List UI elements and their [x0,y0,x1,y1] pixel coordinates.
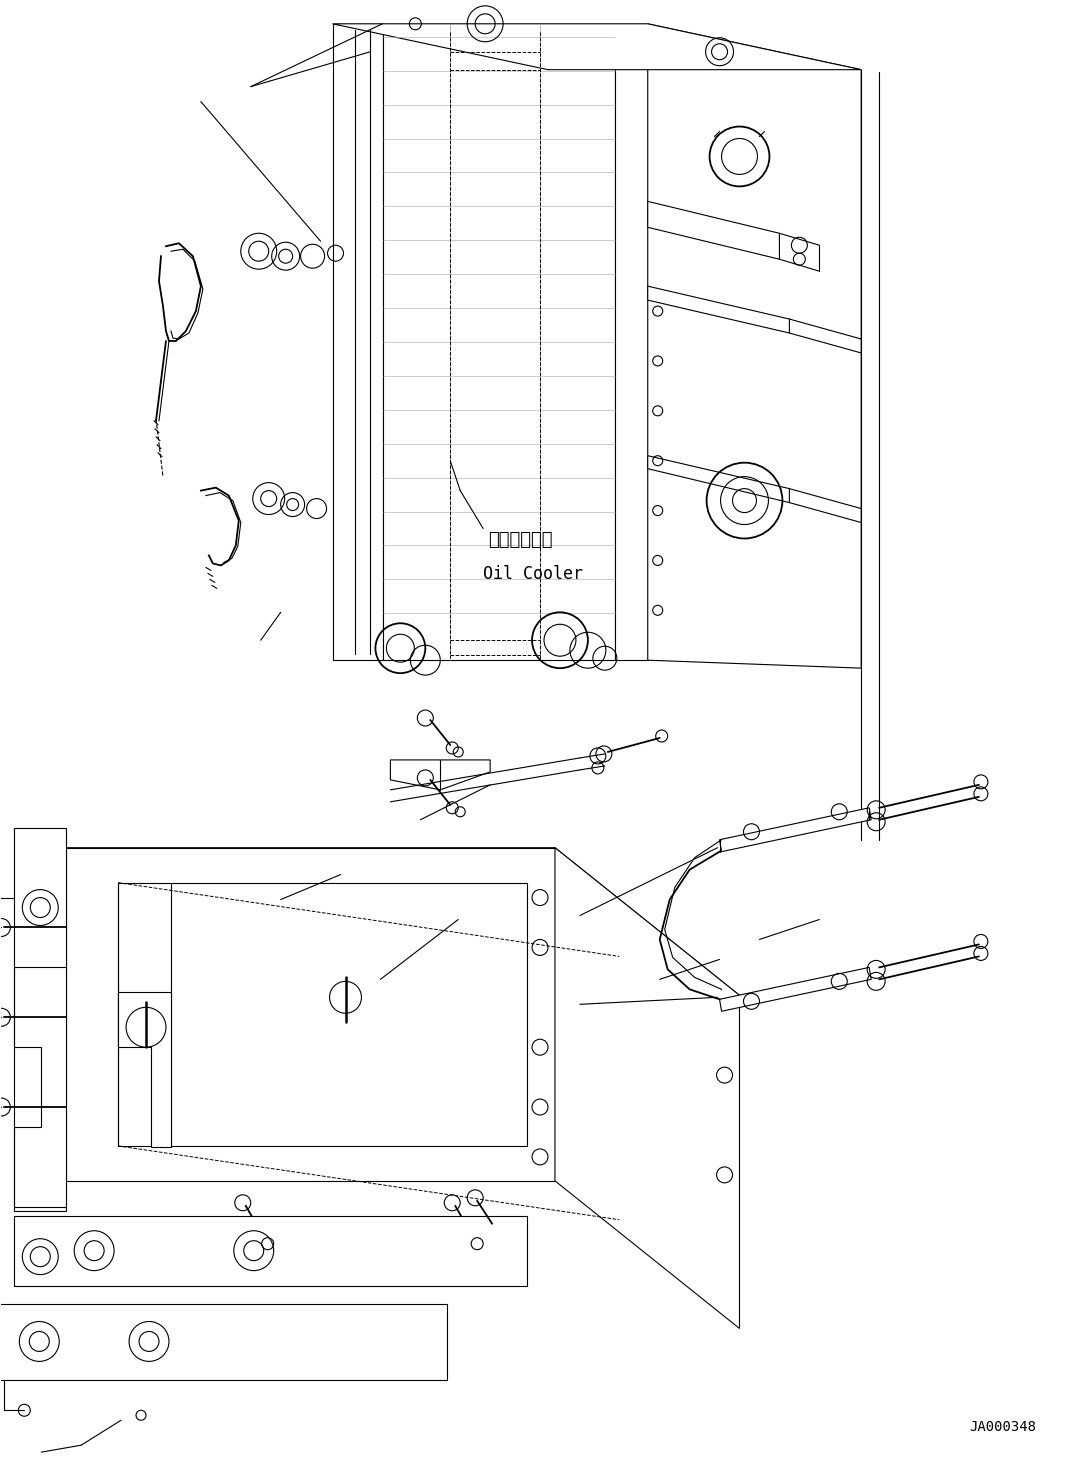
Polygon shape [0,1303,448,1381]
Polygon shape [67,847,555,1180]
Polygon shape [648,202,780,259]
Polygon shape [648,23,862,668]
Polygon shape [67,847,739,995]
Polygon shape [383,23,615,660]
Polygon shape [333,23,862,70]
Polygon shape [14,828,67,1211]
Polygon shape [555,847,739,1328]
Polygon shape [14,1216,527,1286]
Polygon shape [648,286,790,333]
Text: Oil Cooler: Oil Cooler [483,565,583,583]
Polygon shape [118,992,171,1147]
Text: JA000348: JA000348 [969,1420,1036,1435]
Polygon shape [333,23,383,660]
Polygon shape [118,882,527,1145]
Polygon shape [615,23,648,660]
Polygon shape [391,760,490,790]
Text: オイルクーラ: オイルクーラ [488,530,553,548]
Polygon shape [648,456,790,503]
Polygon shape [720,808,871,852]
Polygon shape [720,967,871,1011]
